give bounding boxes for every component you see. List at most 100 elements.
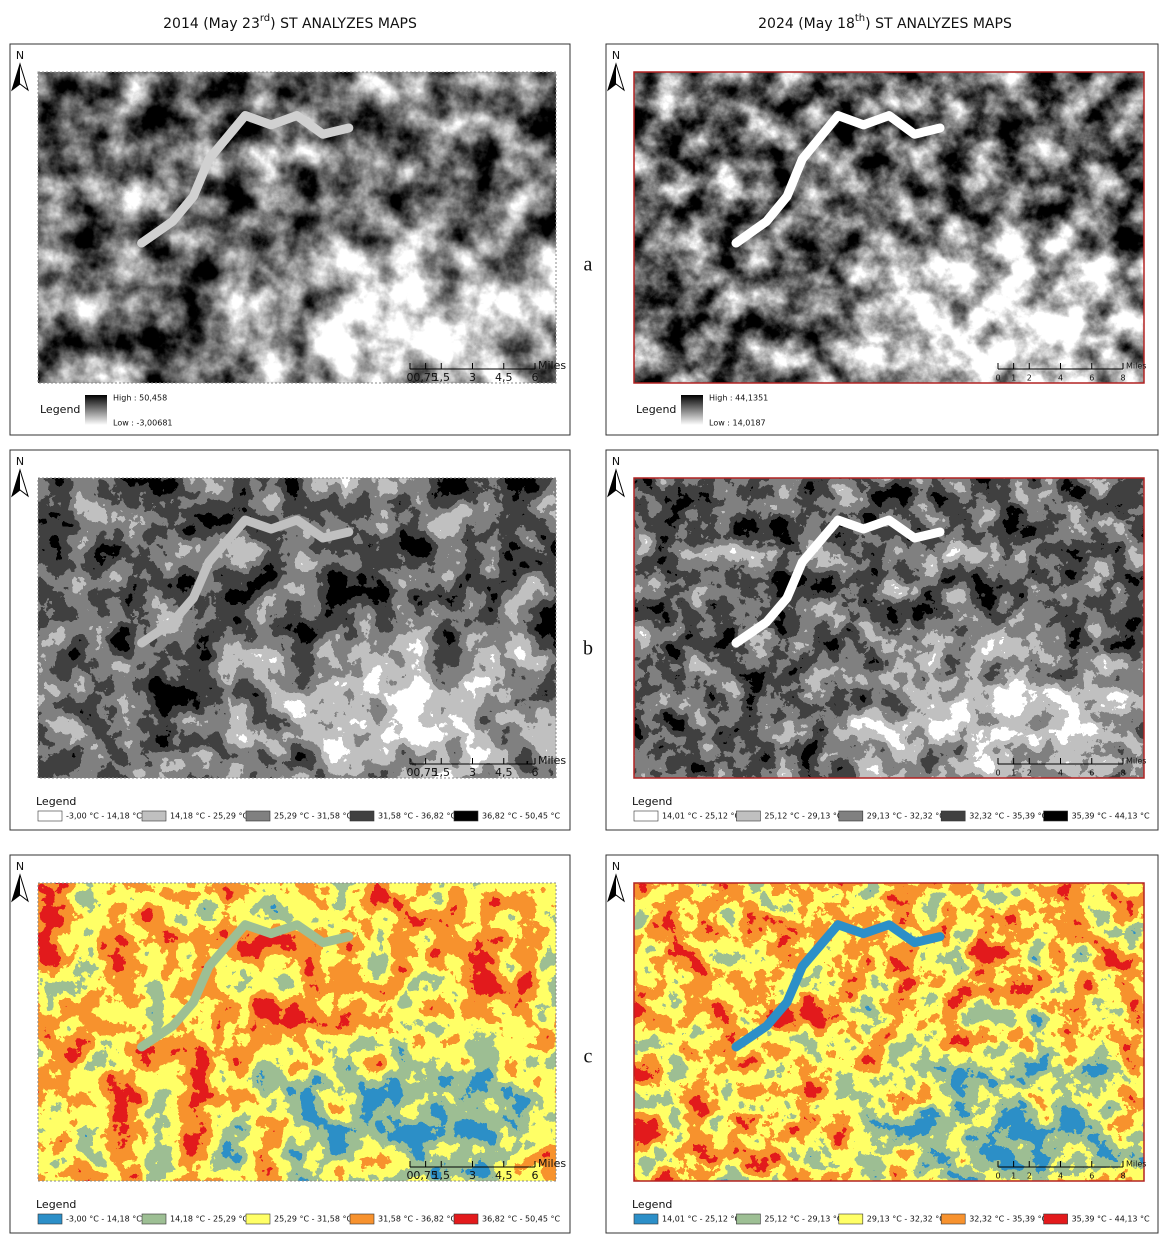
legend-title: Legend	[36, 1198, 76, 1211]
column-title: 2024 (May 18th) ST ANALYZES MAPS	[758, 13, 1012, 32]
legend-title: Legend	[36, 795, 76, 808]
legend-swatch	[142, 1214, 166, 1224]
legend-swatch	[941, 811, 965, 821]
title-text: ) ST ANALYZES MAPS	[865, 16, 1012, 32]
legend-swatch	[246, 811, 270, 821]
legend-swatch	[38, 811, 62, 821]
scale-label: 1,5	[433, 371, 451, 384]
legend-high: High : 44,1351	[709, 394, 768, 403]
legend-swatch	[941, 1214, 965, 1224]
scale-label: 0	[995, 769, 1000, 778]
row-label: a	[584, 254, 593, 276]
scale-label: 1,5	[433, 1169, 451, 1182]
north-label: N	[612, 49, 620, 62]
scale-label: 4	[1058, 769, 1063, 778]
legend-swatch	[736, 1214, 760, 1224]
legend-label: 35,39 °C - 44,13 °C	[1072, 1215, 1150, 1224]
legend-label: 36,82 °C - 50,45 °C	[482, 812, 560, 821]
north-label: N	[16, 860, 24, 873]
legend-swatch	[454, 1214, 478, 1224]
legend-swatch	[454, 811, 478, 821]
row-label: b	[583, 638, 593, 660]
scale-label: 2	[1027, 374, 1032, 383]
legend-swatch	[839, 811, 863, 821]
scale-label: 4	[1058, 1172, 1063, 1181]
legend-label: -3,00 °C - 14,18 °C	[66, 1215, 142, 1224]
scale-label: 6	[532, 766, 539, 779]
legend-swatch	[634, 1214, 658, 1224]
legend-label: 25,12 °C - 29,13 °C	[764, 1215, 842, 1224]
scale-label: 1,5	[433, 766, 451, 779]
legend-swatch	[634, 811, 658, 821]
legend-swatch	[1044, 811, 1068, 821]
legend-swatch	[839, 1214, 863, 1224]
scale-unit: Miles	[538, 754, 566, 767]
legend-high: High : 50,458	[113, 394, 167, 403]
scale-unit: Miles	[1126, 757, 1146, 766]
legend-ramp	[85, 395, 107, 425]
scale-label: 8	[1120, 374, 1125, 383]
legend-low: Low : 14,0187	[709, 419, 766, 428]
legend-swatch	[1044, 1214, 1068, 1224]
legend-label: 36,82 °C - 50,45 °C	[482, 1215, 560, 1224]
scale-label: 2	[1027, 1172, 1032, 1181]
legend-label: 25,29 °C - 31,58 °C	[274, 812, 352, 821]
scale-label: 0	[995, 1172, 1000, 1181]
legend-swatch	[142, 811, 166, 821]
legend-label: -3,00 °C - 14,18 °C	[66, 812, 142, 821]
legend-title: Legend	[632, 795, 672, 808]
north-label: N	[612, 860, 620, 873]
legend-label: 31,58 °C - 36,82 °C	[378, 1215, 456, 1224]
scale-unit: Miles	[538, 1157, 566, 1170]
legend-label: 32,32 °C - 35,39 °C	[969, 1215, 1047, 1224]
legend-label: 14,01 °C - 25,12 °C	[662, 1215, 740, 1224]
scale-unit: Miles	[1126, 1160, 1146, 1169]
legend-label: 29,13 °C - 32,32 °C	[867, 1215, 945, 1224]
title-superscript: rd	[260, 13, 270, 24]
scale-label: 8	[1120, 769, 1125, 778]
title-text: ) ST ANALYZES MAPS	[270, 16, 417, 32]
legend-label: 14,01 °C - 25,12 °C	[662, 812, 740, 821]
legend-label: 31,58 °C - 36,82 °C	[378, 812, 456, 821]
scale-unit: Miles	[538, 359, 566, 372]
scale-label: 2	[1027, 769, 1032, 778]
figure: 2014 (May 23rd) ST ANALYZES MAPS2024 (Ma…	[0, 0, 1161, 1247]
title-text: 2014 (May 23	[163, 16, 260, 32]
legend-label: 35,39 °C - 44,13 °C	[1072, 812, 1150, 821]
scale-label: 3	[469, 371, 476, 384]
scale-label: 3	[469, 766, 476, 779]
scale-label: 4,5	[495, 371, 513, 384]
scale-label: 3	[469, 1169, 476, 1182]
legend-swatch	[350, 811, 374, 821]
title-text: 2024 (May 18	[758, 16, 855, 32]
legend-label: 32,32 °C - 35,39 °C	[969, 812, 1047, 821]
scale-label: 4,5	[495, 766, 513, 779]
legend-label: 25,12 °C - 29,13 °C	[764, 812, 842, 821]
title-superscript: th	[855, 13, 865, 24]
scale-label: 6	[1089, 769, 1094, 778]
legend-title: Legend	[632, 1198, 672, 1211]
scale-label: 4,5	[495, 1169, 513, 1182]
scale-label: 6	[1089, 374, 1094, 383]
scale-label: 1	[1011, 769, 1016, 778]
scale-label: 1	[1011, 374, 1016, 383]
scale-label: 8	[1120, 1172, 1125, 1181]
north-label: N	[16, 455, 24, 468]
column-title: 2014 (May 23rd) ST ANALYZES MAPS	[163, 13, 417, 32]
north-label: N	[612, 455, 620, 468]
legend-swatch	[350, 1214, 374, 1224]
legend-swatch	[736, 811, 760, 821]
legend-swatch	[246, 1214, 270, 1224]
legend-label: 29,13 °C - 32,32 °C	[867, 812, 945, 821]
legend-label: 14,18 °C - 25,29 °C	[170, 812, 248, 821]
legend-low: Low : -3,00681	[113, 419, 173, 428]
north-label: N	[16, 49, 24, 62]
legend-ramp	[681, 395, 703, 425]
legend-swatch	[38, 1214, 62, 1224]
scale-label: 6	[1089, 1172, 1094, 1181]
scale-label: 6	[532, 1169, 539, 1182]
scale-label: 4	[1058, 374, 1063, 383]
scale-unit: Miles	[1126, 362, 1146, 371]
legend-title: Legend	[40, 403, 80, 416]
scale-label: 0	[995, 374, 1000, 383]
